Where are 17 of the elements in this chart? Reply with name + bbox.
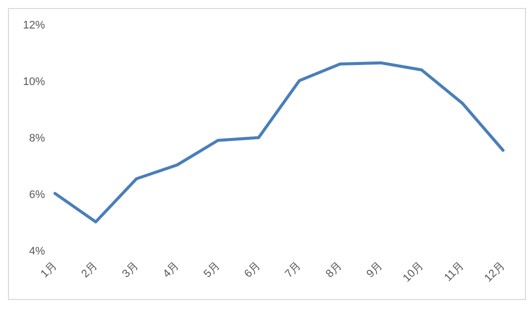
x-tick-label: 4月 (160, 260, 182, 280)
x-tick-label: 7月 (283, 260, 304, 280)
y-tick-label: 10% (22, 76, 46, 88)
x-tick-label: 2月 (79, 260, 100, 280)
x-tick-label: 6月 (242, 260, 263, 280)
x-tick-label: 1月 (38, 260, 60, 280)
x-tick-label: 9月 (364, 260, 386, 280)
x-tick-label: 5月 (202, 260, 222, 280)
x-tick-label: 11月 (442, 260, 467, 284)
y-tick-label: 4% (29, 245, 46, 258)
x-tick-label: 3月 (120, 260, 141, 280)
x-tick-label: 10月 (400, 260, 426, 285)
y-tick-label: 6% (29, 188, 46, 201)
x-tick-label: 8月 (324, 260, 344, 280)
y-tick-label: 12% (22, 20, 46, 32)
y-tick-label: 8% (29, 132, 46, 144)
x-tick-label: 12月 (482, 260, 508, 285)
